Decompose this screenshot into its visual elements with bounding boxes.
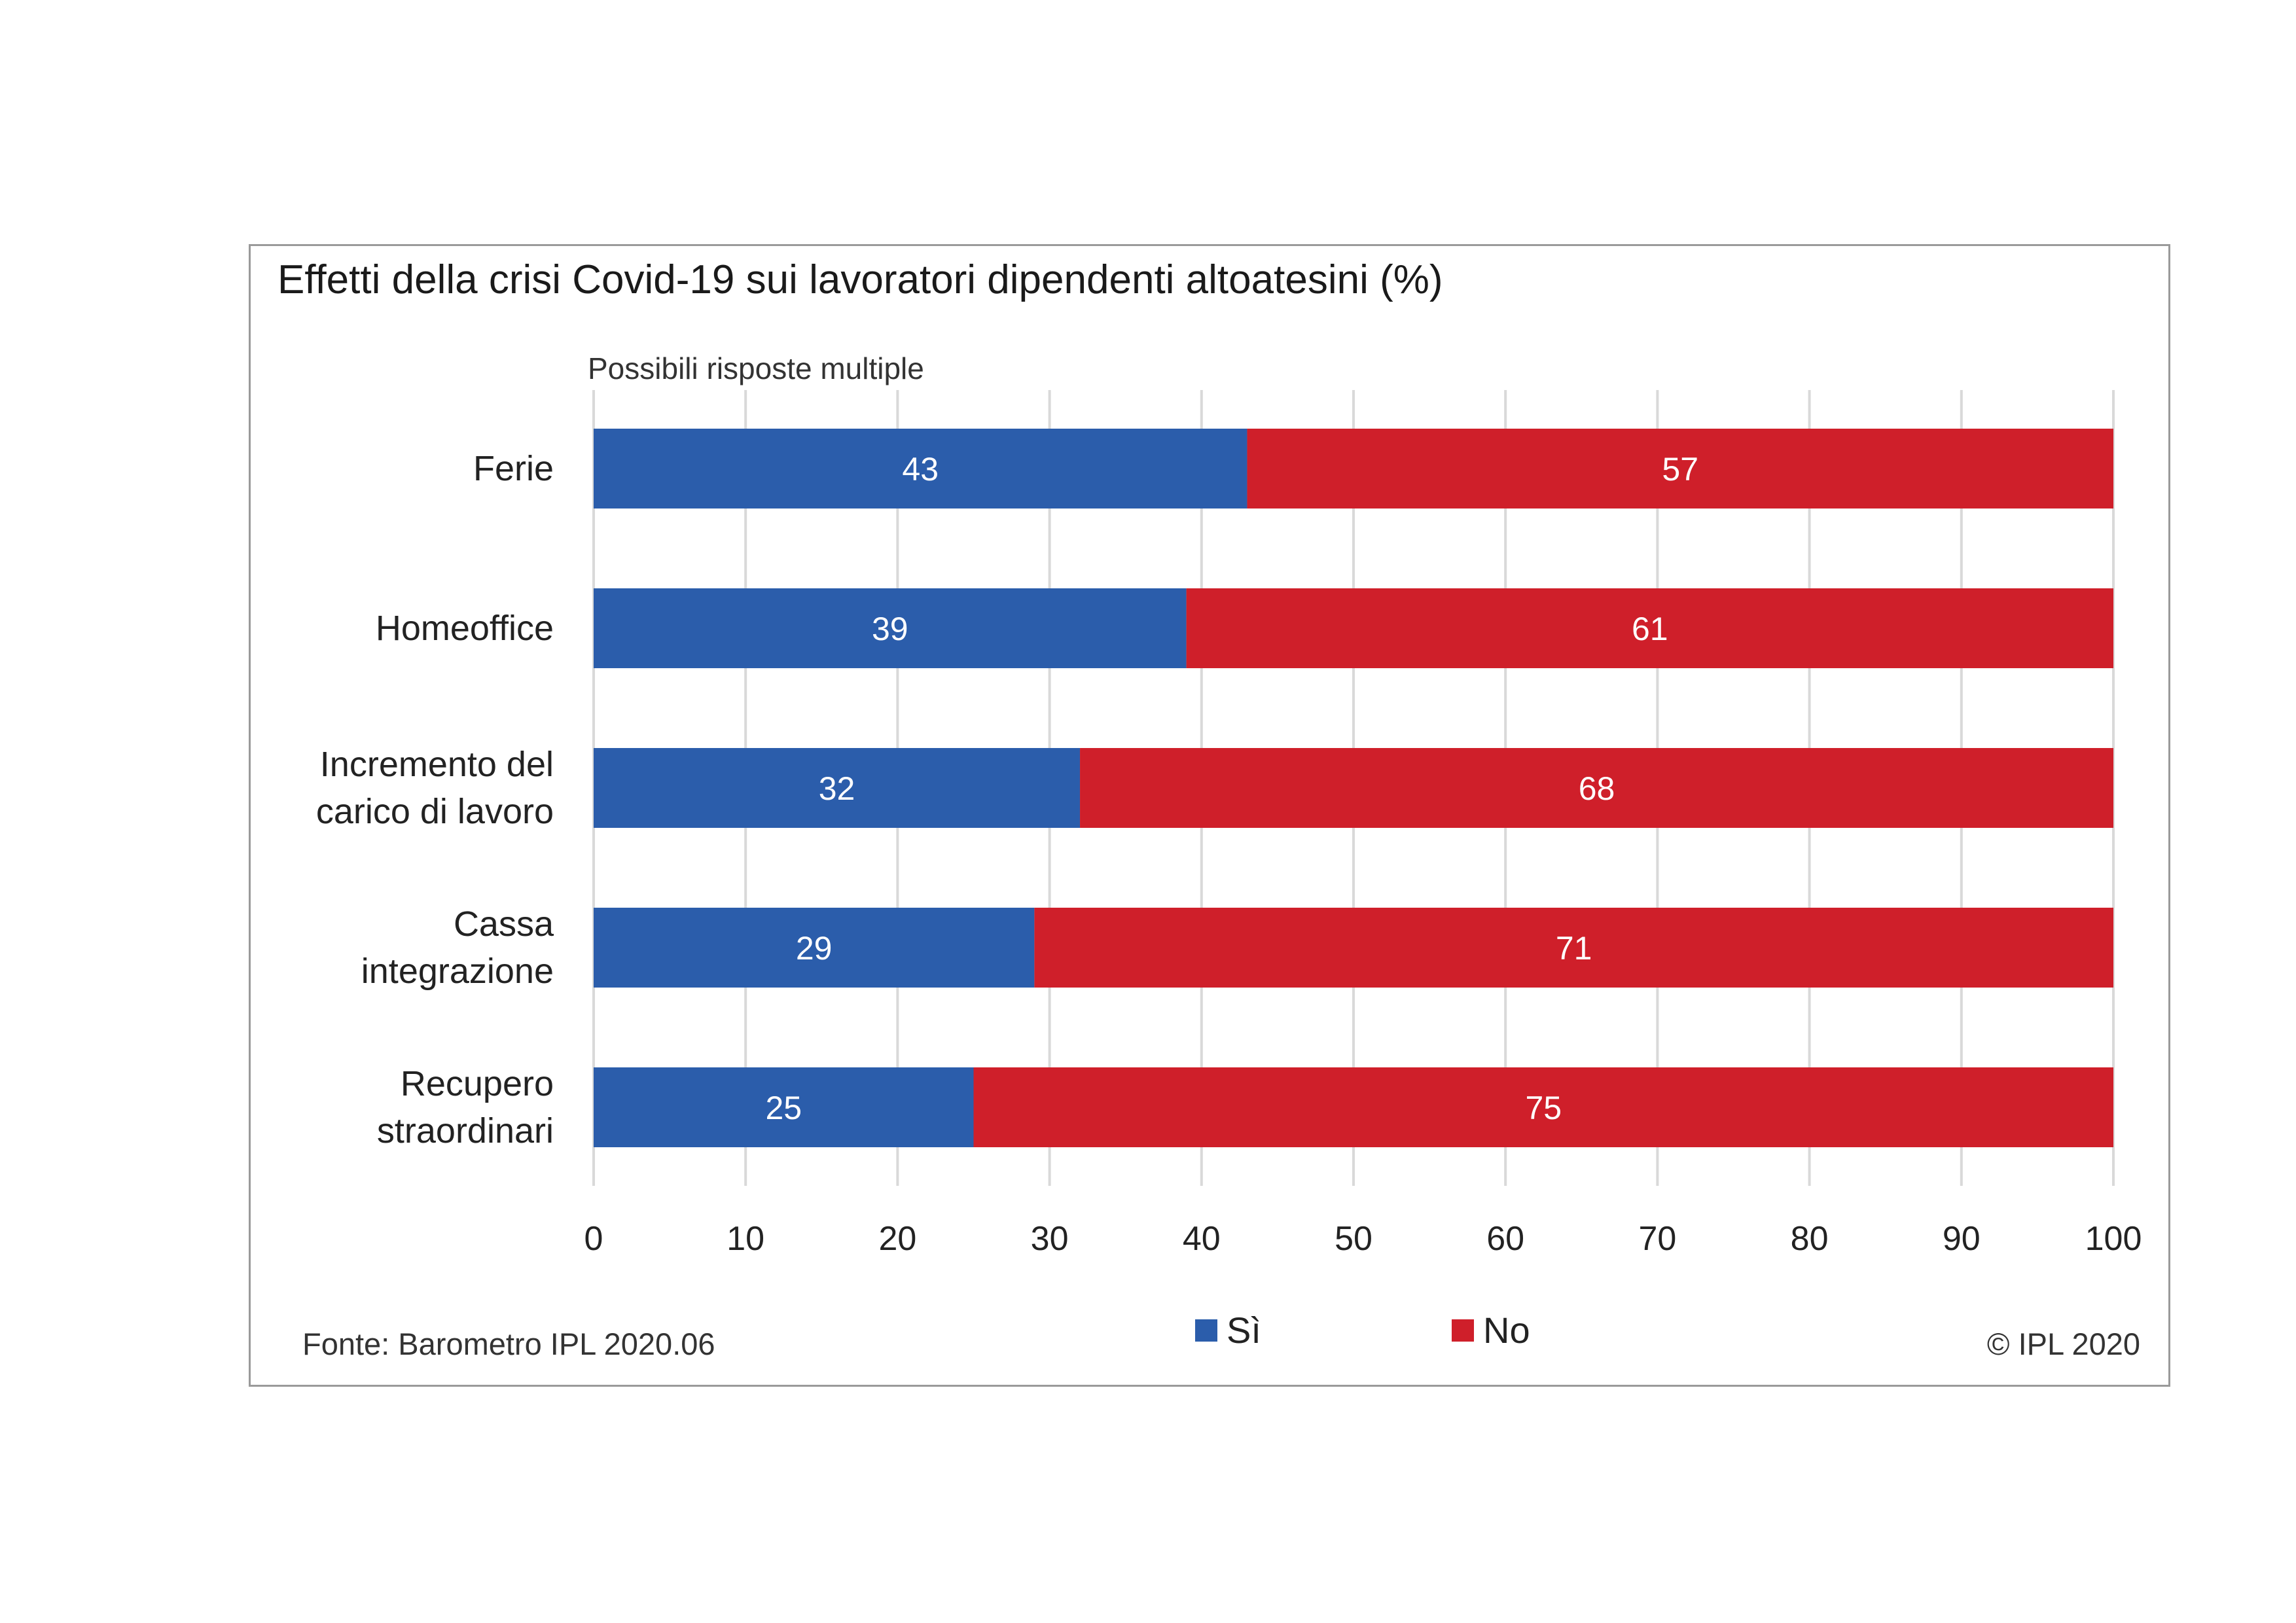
x-axis-ticks: 0 10 20 30 40 50 60 70 80 90 100 <box>584 1220 2142 1258</box>
x-tick-label: 70 <box>1638 1220 1676 1258</box>
legend-swatch-si <box>1195 1319 1217 1342</box>
data-label: 39 <box>872 611 908 647</box>
x-tick-label: 50 <box>1335 1220 1372 1258</box>
category-label: straordinari <box>377 1111 554 1150</box>
category-label: Ferie <box>473 449 554 488</box>
legend-swatch-no <box>1452 1319 1474 1342</box>
legend-label-si: Sì <box>1227 1310 1261 1351</box>
x-tick-label: 40 <box>1183 1220 1221 1258</box>
data-label: 29 <box>796 930 833 967</box>
x-tick-label: 60 <box>1486 1220 1524 1258</box>
category-label: carico di lavoro <box>316 792 554 831</box>
chart-frame <box>249 244 2170 1387</box>
legend-label-no: No <box>1483 1310 1530 1351</box>
data-label: 71 <box>1556 930 1592 967</box>
x-tick-label: 0 <box>584 1220 603 1258</box>
bars <box>594 429 2113 1147</box>
copyright-note: © IPL 2020 <box>1986 1327 2140 1361</box>
bar-no <box>973 1067 2113 1147</box>
bar-no <box>1247 429 2113 508</box>
bar-no <box>1080 748 2113 828</box>
category-label: integrazione <box>361 952 554 991</box>
source-note: Fonte: Barometro IPL 2020.06 <box>302 1327 715 1361</box>
legend-item-si: Sì <box>1195 1309 1261 1351</box>
chart-title: Effetti della crisi Covid-19 sui lavorat… <box>278 257 1443 302</box>
chart-subtitle: Possibili risposte multiple <box>588 351 924 385</box>
x-tick-label: 30 <box>1031 1220 1069 1258</box>
data-label: 68 <box>1579 770 1615 807</box>
category-label: Homeoffice <box>376 609 554 648</box>
bar-si <box>594 588 1187 668</box>
bar-si <box>594 1067 974 1147</box>
category-label: Incremento del <box>320 745 554 784</box>
bar-si <box>594 429 1247 508</box>
category-labels: Ferie Homeoffice Incremento del carico di l… <box>316 449 554 1150</box>
x-tick-label: 90 <box>1943 1220 1981 1258</box>
data-label: 75 <box>1525 1090 1562 1126</box>
category-label: Cassa <box>454 904 554 944</box>
x-tick-label: 80 <box>1791 1220 1829 1258</box>
x-tick-label: 10 <box>726 1220 764 1258</box>
legend-item-no: No <box>1452 1309 1530 1351</box>
data-label: 61 <box>1632 611 1668 647</box>
x-tick-label: 100 <box>2085 1220 2142 1258</box>
data-label: 57 <box>1662 451 1698 488</box>
data-labels: 43 57 39 61 32 68 29 71 25 75 <box>765 451 1698 1126</box>
bar-si <box>594 908 1035 988</box>
data-label: 25 <box>765 1090 802 1126</box>
bar-si <box>594 748 1081 828</box>
bar-no <box>1034 908 2113 988</box>
x-tick-label: 20 <box>878 1220 916 1258</box>
data-label: 43 <box>902 451 939 488</box>
category-label: Recupero <box>401 1064 554 1103</box>
bar-no <box>1186 588 2113 668</box>
data-label: 32 <box>819 770 855 807</box>
